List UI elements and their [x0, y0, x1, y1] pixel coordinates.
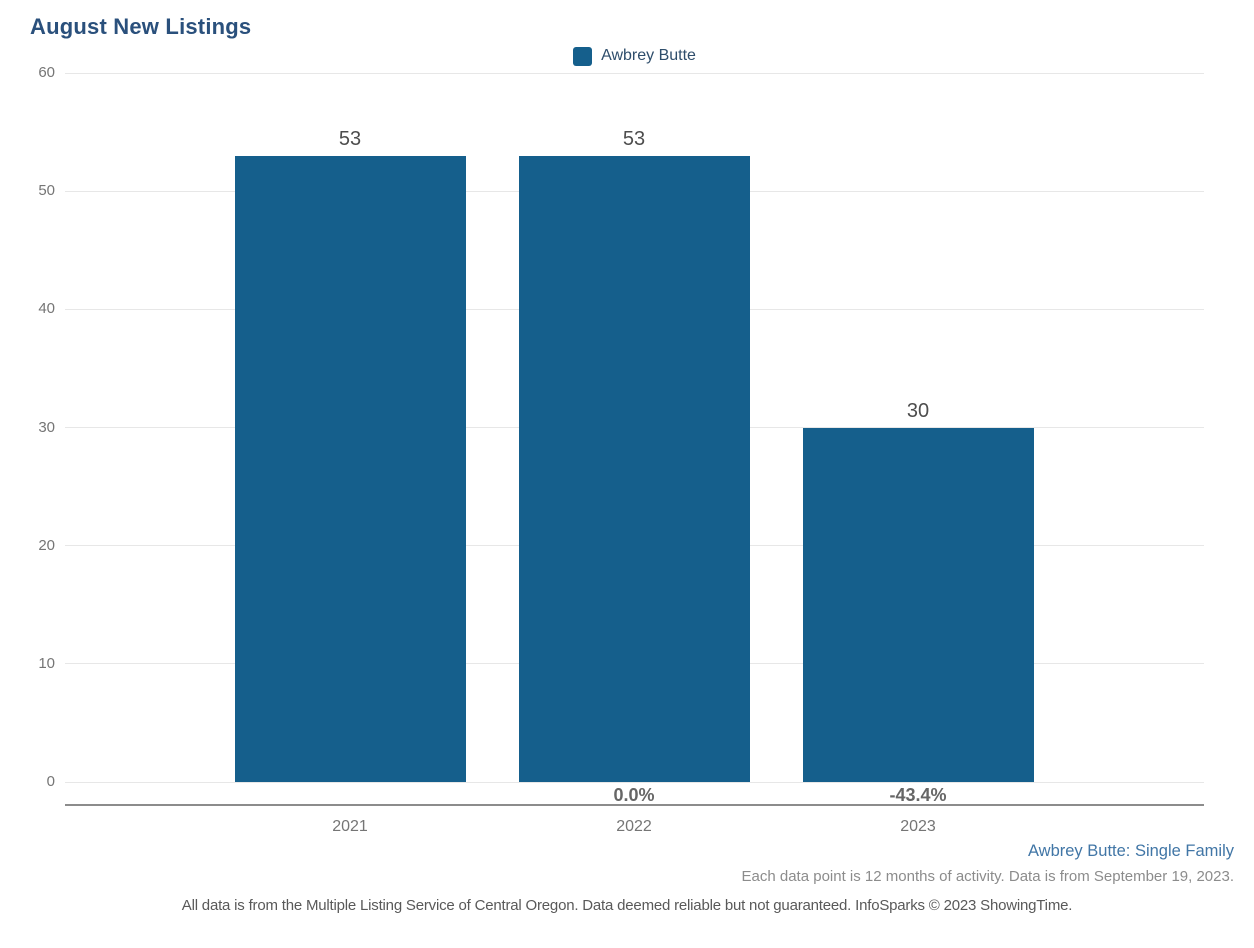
- bar-value-label-2023: 30: [906, 399, 930, 422]
- gridline-60: [65, 72, 1204, 74]
- x-axis-label-2023: 2023: [900, 818, 936, 835]
- x-axis-label-2022: 2022: [616, 818, 652, 835]
- disclaimer: All data is from the Multiple Listing Se…: [181, 897, 1073, 914]
- bar-2022[interactable]: [518, 155, 750, 782]
- chart-title: August New Listings: [30, 14, 252, 39]
- bar-value-label-2022: 53: [622, 127, 646, 150]
- pct-change-label-2023: -43.4%: [889, 785, 947, 805]
- data-note: Each data point is 12 months of activity…: [741, 868, 1234, 885]
- y-axis-tick-50: 50: [38, 182, 55, 200]
- gridline-0: [65, 781, 1204, 783]
- legend-swatch-icon: [573, 46, 593, 66]
- legend: Awbrey Butte: [65, 44, 1204, 68]
- y-axis-tick-20: 20: [38, 536, 55, 554]
- series-context-label: Awbrey Butte: Single Family: [1027, 842, 1234, 860]
- bar-2023[interactable]: [802, 427, 1034, 782]
- x-axis-label-2021: 2021: [332, 818, 368, 835]
- legend-label: Awbrey Butte: [601, 47, 696, 64]
- x-axis-line: [65, 804, 1204, 806]
- pct-change-label-2022: 0.0%: [613, 785, 655, 805]
- bar-value-label-2021: 53: [338, 127, 362, 150]
- y-axis-tick-60: 60: [38, 64, 55, 81]
- bar-2021[interactable]: [234, 155, 466, 782]
- y-axis-tick-30: 30: [38, 418, 55, 436]
- y-axis-tick-10: 10: [38, 654, 55, 672]
- y-axis-tick-40: 40: [38, 300, 55, 318]
- y-axis-tick-0: 0: [46, 773, 55, 790]
